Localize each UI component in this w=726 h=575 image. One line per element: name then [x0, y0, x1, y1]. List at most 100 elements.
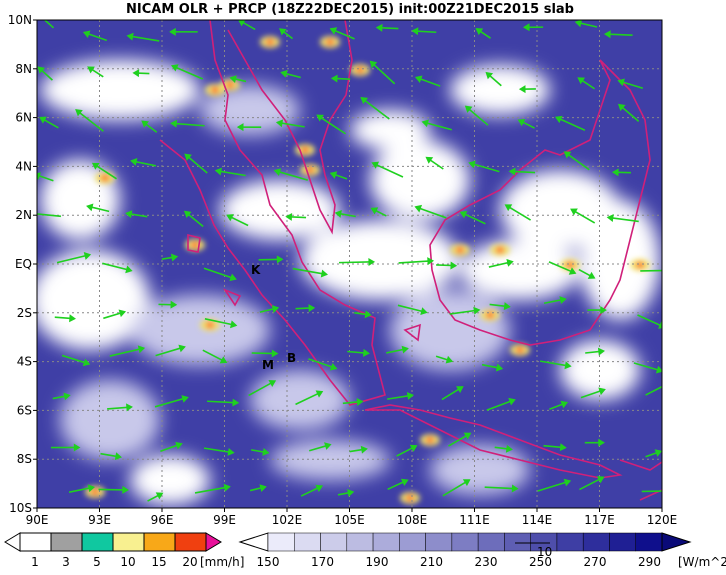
lon-label: 99E [213, 513, 236, 527]
lon-label: 108E [397, 513, 428, 527]
rain-cell-core [206, 322, 214, 328]
title: NICAM OLR + PRCP (18Z22DEC2015) init:00Z… [126, 2, 574, 17]
colorbar-end [206, 533, 221, 551]
lat-label: EQ [15, 257, 32, 271]
clear-area [450, 65, 550, 115]
colorbar-segment [294, 533, 320, 551]
lon-label: 102E [272, 513, 303, 527]
map-area [28, 5, 675, 508]
clear-area [130, 295, 270, 365]
colorbar-segment [583, 533, 609, 551]
colorbar-segment [20, 533, 51, 551]
rain-cell-core [301, 147, 309, 153]
wind-arrowhead [665, 382, 670, 387]
rain-cell-core [406, 495, 414, 501]
colorbar-end [5, 533, 20, 551]
colorbar-label: 170 [311, 555, 334, 569]
rain-cell-core [226, 82, 234, 88]
lat-label: 10S [9, 501, 32, 515]
rain-cell-core [191, 242, 199, 248]
lat-label: 2N [15, 208, 32, 222]
wind-arrow [339, 262, 374, 263]
wind-arrowhead [28, 5, 33, 10]
colorbar-segment [478, 533, 504, 551]
lat-label: 8S [17, 452, 32, 466]
rain-cell-core [516, 347, 524, 353]
lat-label: 10N [8, 13, 32, 27]
rain-cell-core [266, 39, 274, 45]
colorbar-label: 210 [420, 555, 443, 569]
precip-colorbar: 1 3 5 10 15 20[mm/h] [5, 533, 244, 569]
wind-arrow [642, 491, 675, 492]
colorbar-segment [452, 533, 478, 551]
rain-cell-core [496, 247, 504, 253]
rain-cell-core [356, 67, 364, 73]
colorbar-segment [399, 533, 425, 551]
rain-cell-core [456, 247, 464, 253]
colorbar-segment [609, 533, 635, 551]
colorbar-label: 10 [120, 555, 135, 569]
colorbar-label: 3 [62, 555, 70, 569]
place-label: M [262, 358, 274, 372]
colorbar-segment [426, 533, 452, 551]
lon-label: 117E [584, 513, 615, 527]
rain-cell-core [566, 262, 574, 268]
colorbar-end [662, 533, 690, 551]
clear-area [580, 200, 660, 320]
colorbar-unit: [mm/h] [200, 555, 244, 569]
lon-label: 111E [459, 513, 490, 527]
colorbar-label: 190 [366, 555, 389, 569]
colorbar-segment [175, 533, 206, 551]
colorbar-segment [268, 533, 294, 551]
clear-area [350, 110, 430, 150]
colorbar-segment [373, 533, 399, 551]
lat-label: 2S [17, 306, 32, 320]
colorbar-segment [636, 533, 662, 551]
colorbar-label: 20 [182, 555, 197, 569]
lon-label: 90E [26, 513, 49, 527]
colorbar-segment [82, 533, 113, 551]
colorbar-segment [144, 533, 175, 551]
colorbar-label: 270 [584, 555, 607, 569]
place-label: B [287, 351, 296, 365]
clear-area [40, 160, 120, 240]
colorbar-segment [321, 533, 347, 551]
clear-area [270, 440, 390, 480]
colorbar-unit: [W/m^2] [678, 555, 726, 569]
colorbar-end [240, 533, 268, 551]
lat-label: 4N [15, 159, 32, 173]
lat-label: 6S [17, 403, 32, 417]
colorbar-label: 15 [151, 555, 166, 569]
vector-scale-label: 10 [537, 545, 552, 559]
lon-label: 105E [334, 513, 365, 527]
lat-label: 6N [15, 111, 32, 125]
lon-label: 96E [151, 513, 174, 527]
colorbar-label: 5 [93, 555, 101, 569]
clear-area [130, 455, 210, 505]
colorbar-segment [113, 533, 144, 551]
clear-area [250, 370, 350, 430]
lat-label: 4S [17, 355, 32, 369]
colorbar-label: 290 [638, 555, 661, 569]
rain-cell-core [211, 87, 219, 93]
lat-label: 8N [15, 62, 32, 76]
wind-arrowhead [671, 488, 675, 493]
rain-cell-core [326, 39, 334, 45]
colorbar-segment [347, 533, 373, 551]
rain-cell-core [101, 175, 109, 181]
lon-label: 120E [647, 513, 678, 527]
rain-cell-core [426, 437, 434, 443]
clear-area [220, 180, 340, 240]
clear-area [390, 290, 510, 370]
wind-arrowhead [664, 268, 668, 273]
colorbar-segment [504, 533, 530, 551]
place-label: K [251, 263, 261, 277]
lon-label: 114E [522, 513, 553, 527]
colorbar-segment [557, 533, 583, 551]
colorbar-label: 1 [31, 555, 39, 569]
colorbar-segment [51, 533, 82, 551]
rain-cell-core [91, 489, 99, 495]
colorbar-label: 230 [475, 555, 498, 569]
